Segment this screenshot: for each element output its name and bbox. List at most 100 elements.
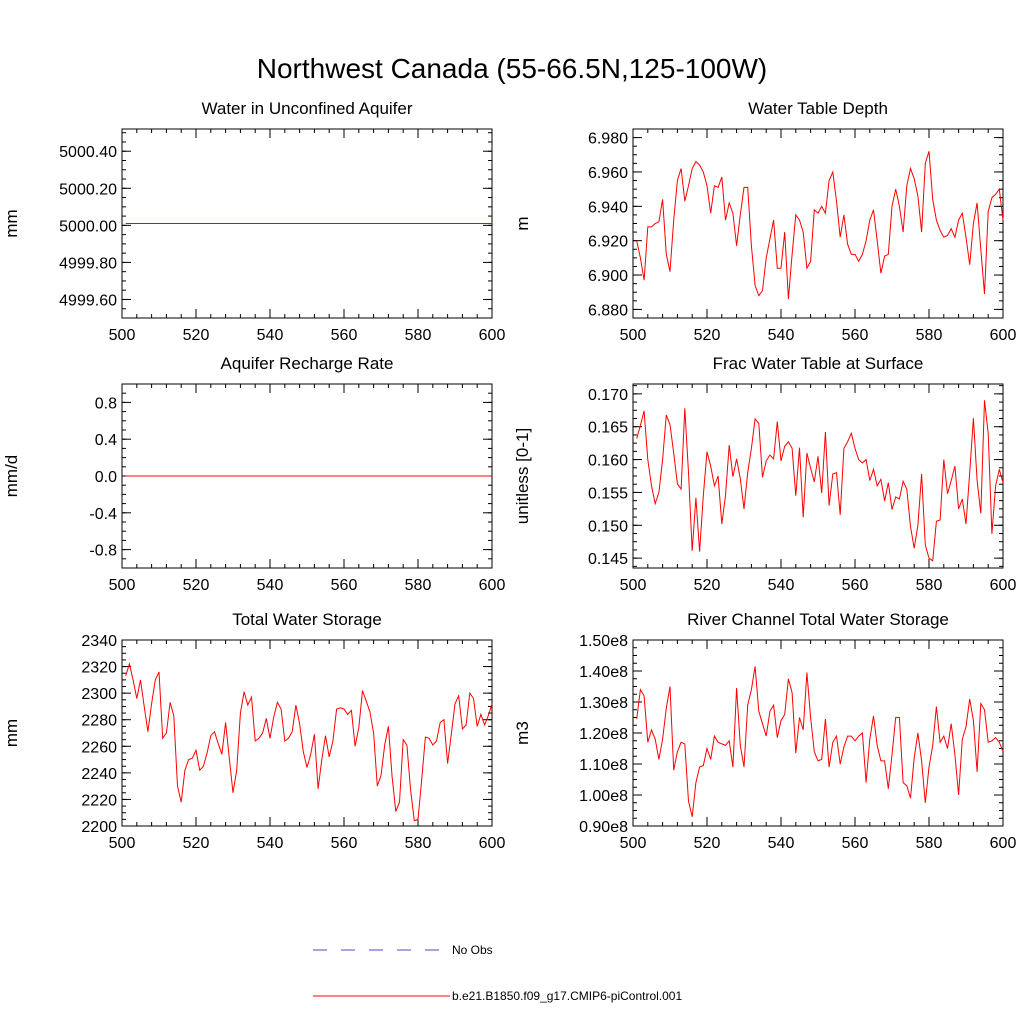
panel-title: Water in Unconfined Aquifer xyxy=(201,99,412,118)
y-tick-label: 1.30e8 xyxy=(579,695,628,712)
y-axis-label: mm/d xyxy=(2,455,21,498)
y-tick-label: -0.8 xyxy=(89,543,117,560)
x-tick-label: 520 xyxy=(694,327,721,344)
y-tick-label: 0.160 xyxy=(588,453,628,470)
x-tick-label: 600 xyxy=(990,327,1017,344)
x-tick-label: 520 xyxy=(183,577,210,594)
x-tick-label: 580 xyxy=(916,835,943,852)
x-tick-label: 580 xyxy=(405,327,432,344)
panel-title: Frac Water Table at Surface xyxy=(713,354,924,373)
x-tick-label: 520 xyxy=(183,327,210,344)
series-line-model xyxy=(636,666,1004,817)
y-tick-label: 2260 xyxy=(81,739,117,756)
x-tick-label: 600 xyxy=(479,327,506,344)
y-tick-label: 6.980 xyxy=(588,131,628,148)
y-tick-label: 2320 xyxy=(81,660,117,677)
y-tick-label: 0.155 xyxy=(588,485,628,502)
y-axis-label: mm xyxy=(2,719,21,747)
x-tick-label: 500 xyxy=(109,835,136,852)
x-tick-label: 560 xyxy=(331,577,358,594)
panel-title: Total Water Storage xyxy=(232,610,382,629)
chart-aquifer-recharge-rate: Aquifer Recharge Rate 500 520 540 560 580 600 -… xyxy=(2,354,505,594)
panel-title: Water Table Depth xyxy=(748,99,888,118)
y-tick-label: 6.940 xyxy=(588,199,628,216)
plot-frame xyxy=(632,128,1004,319)
chart-total-water-storage: Total Water Storage 500 520 540 560 580 600 220… xyxy=(2,610,505,852)
y-tick-label: 6.900 xyxy=(588,268,628,285)
x-tick-label: 540 xyxy=(768,577,795,594)
legend-obs-label: No Obs xyxy=(452,943,493,957)
x-tick-label: 600 xyxy=(990,577,1017,594)
x-tick-label: 540 xyxy=(257,577,284,594)
x-tick-label: 520 xyxy=(183,835,210,852)
y-tick-label: 0.0 xyxy=(95,469,117,486)
y-tick-label: 6.960 xyxy=(588,165,628,182)
x-tick-label: 500 xyxy=(109,327,136,344)
x-tick-label: 560 xyxy=(331,327,358,344)
y-tick-label: 1.50e8 xyxy=(579,633,628,650)
series-line-model xyxy=(636,400,1004,562)
x-tick-label: 580 xyxy=(405,835,432,852)
x-tick-label: 600 xyxy=(479,577,506,594)
x-tick-label: 600 xyxy=(479,835,506,852)
y-tick-label: 5000.40 xyxy=(59,144,117,161)
y-tick-label: 2300 xyxy=(81,686,117,703)
y-tick-label: 6.880 xyxy=(588,302,628,319)
y-axis-label: m xyxy=(513,216,532,230)
y-tick-label: 1.20e8 xyxy=(579,726,628,743)
x-tick-label: 500 xyxy=(620,835,647,852)
y-tick-label: 0.8 xyxy=(95,395,117,412)
x-tick-label: 500 xyxy=(620,577,647,594)
x-tick-label: 540 xyxy=(257,327,284,344)
chart-water-table-depth: Water Table Depth 500 520 540 560 580 600 6.880… xyxy=(513,99,1016,344)
panel-title: River Channel Total Water Storage xyxy=(687,610,949,629)
series-line-model xyxy=(125,661,493,822)
y-tick-label: 4999.60 xyxy=(59,292,117,309)
y-tick-label: 2220 xyxy=(81,792,117,809)
chart-water-in-unconfined-aquifer: Water in Unconfined Aquifer 500 520 540 560 5… xyxy=(2,99,505,344)
panel-title: Aquifer Recharge Rate xyxy=(221,354,394,373)
chart-frac-water-table-at-surface: Frac Water Table at Surface 500 520 540 560 5… xyxy=(513,354,1016,594)
y-tick-label: 1.00e8 xyxy=(579,788,628,805)
y-tick-label: 0.170 xyxy=(588,387,628,404)
x-tick-label: 500 xyxy=(620,327,647,344)
plot-frame xyxy=(121,639,493,827)
x-tick-label: 560 xyxy=(842,327,869,344)
y-tick-label: 5000.00 xyxy=(59,218,117,235)
y-tick-label: 6.920 xyxy=(588,234,628,251)
chart-river-channel-total-water-storage: River Channel Total Water Storage 500 520 5… xyxy=(513,610,1016,852)
y-tick-label: 2240 xyxy=(81,766,117,783)
y-tick-label: 2280 xyxy=(81,713,117,730)
y-axis-label: unitless [0-1] xyxy=(513,428,532,524)
x-tick-label: 600 xyxy=(990,835,1017,852)
y-tick-label: 2340 xyxy=(81,633,117,650)
y-tick-label: 2200 xyxy=(81,819,117,836)
y-tick-label: -0.4 xyxy=(89,506,117,523)
figure-title: Northwest Canada (55-66.5N,125-100W) xyxy=(257,53,767,84)
x-tick-label: 580 xyxy=(405,577,432,594)
y-axis-label: mm xyxy=(2,209,21,237)
panels-grid: Water in Unconfined Aquifer 500 520 540 560 5… xyxy=(2,99,1016,852)
series-line-model xyxy=(636,151,1004,300)
x-tick-label: 540 xyxy=(257,835,284,852)
x-tick-label: 580 xyxy=(916,327,943,344)
x-tick-label: 560 xyxy=(842,835,869,852)
x-tick-label: 560 xyxy=(842,577,869,594)
y-tick-label: 0.145 xyxy=(588,551,628,568)
y-tick-label: 5000.20 xyxy=(59,181,117,198)
x-tick-label: 500 xyxy=(109,577,136,594)
x-tick-label: 520 xyxy=(694,835,721,852)
y-tick-label: 1.10e8 xyxy=(579,757,628,774)
y-tick-label: 4999.80 xyxy=(59,255,117,272)
y-tick-label: 0.150 xyxy=(588,518,628,535)
x-tick-label: 560 xyxy=(331,835,358,852)
x-tick-label: 540 xyxy=(768,327,795,344)
x-tick-label: 580 xyxy=(916,577,943,594)
legend: No Obs b.e21.B1850.f09_g17.CMIP6-piContr… xyxy=(313,943,682,1003)
x-tick-label: 520 xyxy=(694,577,721,594)
y-tick-label: 1.40e8 xyxy=(579,664,628,681)
x-tick-label: 540 xyxy=(768,835,795,852)
y-tick-label: 0.165 xyxy=(588,420,628,437)
y-tick-label: 0.4 xyxy=(95,432,117,449)
y-axis-label: m3 xyxy=(513,721,532,745)
